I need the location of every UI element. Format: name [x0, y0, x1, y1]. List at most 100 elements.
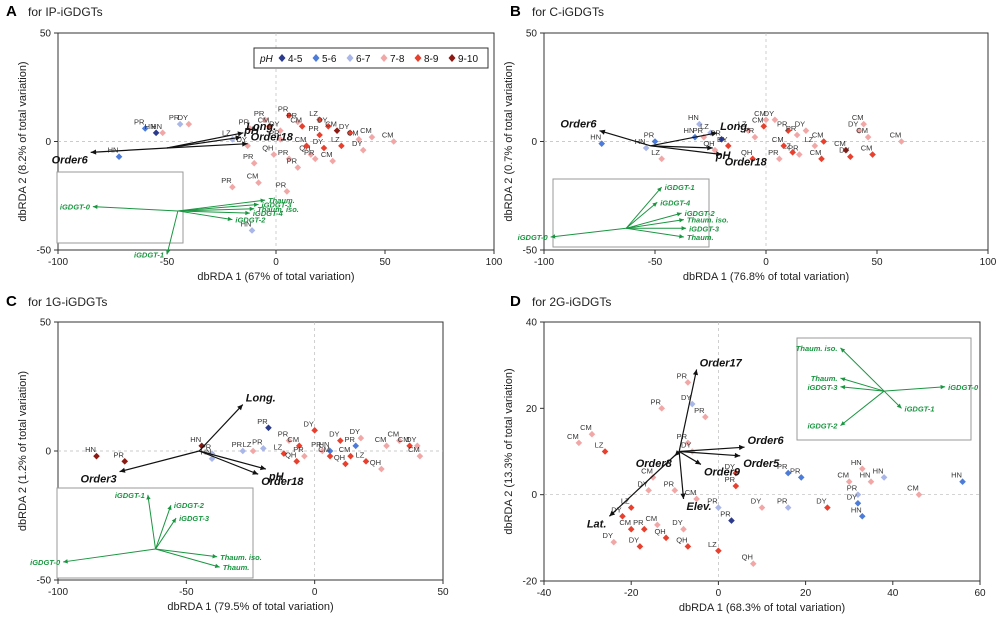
data-point	[283, 188, 291, 195]
data-point	[229, 136, 236, 143]
point-label: HN	[85, 445, 96, 454]
data-point	[797, 474, 805, 481]
point-label: CM	[837, 471, 849, 480]
x-tick-label: 0	[763, 257, 769, 268]
point-label: DY	[339, 122, 349, 131]
data-point	[696, 120, 703, 128]
point-label: DY	[236, 135, 246, 144]
data-point	[311, 427, 318, 434]
point-label: CM	[287, 435, 299, 444]
arrow-label: Order18	[261, 476, 304, 488]
x-tick-label: -40	[537, 588, 552, 599]
data-point	[640, 525, 648, 533]
data-point	[811, 142, 819, 150]
point-label: CM	[646, 514, 658, 523]
point-label: DY	[303, 419, 313, 428]
point-label: PR	[644, 131, 655, 140]
arrow-label: Order9	[704, 466, 741, 478]
point-label: PR	[278, 430, 289, 439]
point-label: LZ	[309, 109, 318, 118]
point-label: PR	[254, 109, 265, 118]
data-point	[316, 116, 323, 124]
point-label: PR	[201, 443, 212, 452]
inset-label: iGDGT-4	[253, 209, 284, 218]
data-point	[718, 136, 725, 143]
x-tick-label: -50	[648, 257, 663, 268]
point-label: DY	[751, 497, 761, 506]
legend-swatch	[448, 54, 456, 62]
data-point	[880, 474, 888, 481]
point-label: PR	[707, 497, 718, 506]
inset-arrow	[166, 210, 179, 255]
point-label: PR	[243, 152, 254, 161]
inset-arrow-head	[260, 198, 266, 203]
x-tick-label: -100	[48, 587, 68, 598]
inset-label: iGDGT-3	[262, 200, 293, 209]
arrow-shaft	[650, 145, 713, 149]
point-label: DY	[725, 462, 735, 471]
arrow-shaft	[119, 450, 200, 473]
data-point	[352, 442, 360, 450]
inset-arrow-head	[840, 377, 846, 382]
data-point	[368, 133, 376, 141]
data-point	[610, 538, 618, 546]
panel-b: B for C-iGDGTs -100 -50 0 50 100-50050dbRDA …	[503, 3, 997, 283]
point-label: PR	[304, 148, 315, 157]
panel-d-title: for 2G-iGDGTs	[532, 295, 611, 309]
data-point	[776, 155, 783, 163]
inset-arrow-head	[550, 234, 556, 239]
data-point	[93, 452, 100, 460]
point-label: HN	[684, 126, 695, 135]
point-label: PR	[694, 406, 705, 415]
point-label: LZ	[331, 135, 340, 144]
data-point	[280, 450, 288, 457]
point-label: QH	[654, 527, 665, 536]
data-point	[159, 129, 166, 137]
point-label: HN	[590, 133, 601, 142]
inset-arrow-head	[840, 385, 846, 390]
data-point	[732, 469, 740, 477]
data-point	[406, 442, 413, 450]
data-point	[818, 155, 825, 163]
panel-c-title: for 1G-iGDGTs	[28, 295, 107, 309]
data-point	[601, 448, 609, 455]
arrow-label: Lat.	[587, 518, 607, 530]
inset-label: Thaum. iso.	[796, 344, 838, 353]
inset-label: Thaum. iso.	[257, 205, 299, 214]
data-point	[662, 534, 670, 542]
x-tick-label: -20	[624, 588, 639, 599]
point-label: DY	[681, 441, 691, 450]
data-point	[671, 487, 679, 494]
point-label: PR	[232, 440, 243, 449]
point-label: DY	[764, 109, 774, 118]
inset-arrow-head	[840, 421, 846, 426]
panel-letter-b: B	[510, 3, 521, 20]
arrow-shaft	[199, 450, 267, 470]
arrow-label: Order8	[636, 458, 673, 470]
arrow-shaft	[678, 369, 698, 452]
arrow-head	[609, 510, 616, 517]
arrow-head	[734, 452, 741, 459]
x-tick-label: 100	[486, 257, 503, 268]
point-label: PR	[311, 440, 322, 449]
point-label: CM	[685, 488, 697, 497]
point-label: PR	[790, 466, 801, 475]
x-axis-label: dbRDA 1 (68.3% of total variation)	[679, 602, 845, 614]
data-point	[642, 144, 650, 152]
inset-arrow-head	[840, 347, 846, 353]
arrow-label: Order6	[748, 435, 785, 447]
arrow-head	[711, 131, 718, 137]
point-label: HN	[145, 122, 156, 131]
data-point	[855, 127, 863, 134]
data-point	[762, 116, 770, 124]
inset-arrow	[840, 390, 885, 426]
point-label: LZ	[243, 440, 252, 449]
point-label: CM	[812, 131, 824, 140]
data-point	[355, 136, 363, 143]
arrow-head	[692, 369, 699, 376]
point-label: CM	[258, 115, 270, 124]
data-point	[627, 504, 635, 511]
point-label: CM	[247, 172, 259, 181]
point-label: PR	[269, 128, 280, 137]
point-label: LZ	[273, 443, 282, 452]
